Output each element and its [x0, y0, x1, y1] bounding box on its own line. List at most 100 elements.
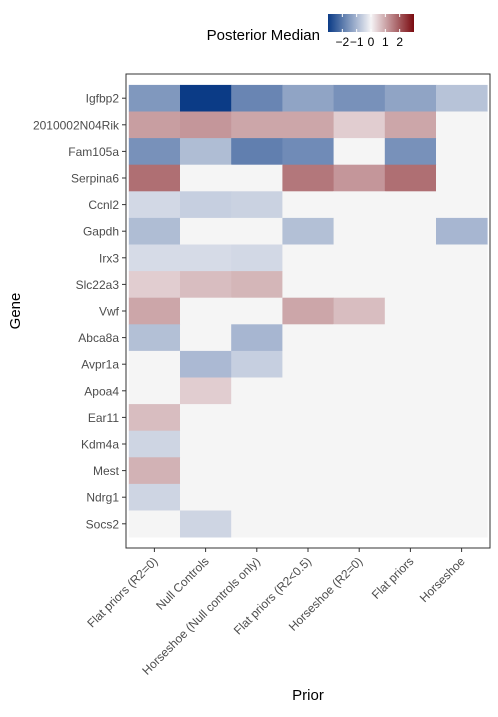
heatmap-cell — [128, 244, 181, 272]
heatmap-cell — [128, 324, 181, 352]
heatmap-cell — [333, 457, 386, 485]
heatmap-cell — [180, 191, 232, 219]
heatmap-cell — [436, 111, 488, 139]
heatmap-cell — [180, 457, 232, 485]
heatmap-cell — [180, 217, 232, 245]
heatmap-cell — [128, 271, 181, 299]
heatmap-cell — [436, 138, 488, 166]
heatmap-cell — [231, 138, 283, 166]
heatmap-cell — [333, 483, 386, 511]
legend-tick-label: 2 — [396, 35, 403, 49]
heatmap-cell — [282, 510, 334, 538]
heatmap-cell — [436, 483, 488, 511]
heatmap-cell — [333, 297, 386, 325]
heatmap-cell — [384, 457, 437, 485]
heatmap-cell — [333, 271, 386, 299]
legend-colorbar — [328, 14, 414, 32]
legend-tick-label: −2 — [335, 35, 349, 49]
heatmap-cell — [231, 164, 283, 192]
y-tick-label: Igfbp2 — [86, 92, 120, 106]
heatmap-cell — [180, 483, 232, 511]
heatmap-cell — [333, 350, 386, 378]
heatmap-cell — [384, 430, 437, 458]
heatmap-cell — [231, 350, 283, 378]
heatmap-cell — [180, 377, 232, 405]
heatmap-cell — [180, 164, 232, 192]
heatmap-cell — [128, 457, 181, 485]
heatmap-cell — [333, 138, 386, 166]
heatmap-cell — [333, 191, 386, 219]
y-tick-label: Serpina6 — [71, 172, 119, 186]
heatmap-cell — [231, 457, 283, 485]
heatmap-cell — [333, 510, 386, 538]
heatmap-cell — [384, 244, 437, 272]
heatmap-cell — [384, 164, 437, 192]
heatmap-cell — [282, 483, 334, 511]
legend-tick-label: 1 — [382, 35, 389, 49]
heatmap-cell — [436, 324, 488, 352]
heatmap-cell — [282, 404, 334, 432]
heatmap-cell — [384, 271, 437, 299]
heatmap-cell — [436, 377, 488, 405]
y-tick-label: Ccnl2 — [88, 198, 119, 212]
heatmap-cell — [282, 138, 334, 166]
heatmap-cell — [436, 457, 488, 485]
heatmap-cell — [436, 84, 488, 112]
heatmap-cell — [282, 430, 334, 458]
y-tick-label: Slc22a3 — [76, 278, 120, 292]
heatmap-cell — [231, 377, 283, 405]
heatmap-cell — [282, 84, 334, 112]
heatmap-cell — [436, 217, 488, 245]
heatmap-cell — [333, 244, 386, 272]
heatmap-cell — [128, 138, 181, 166]
heatmap-cell — [333, 404, 386, 432]
heatmap-cell — [128, 404, 181, 432]
y-tick-label: Fam105a — [68, 145, 119, 159]
heatmap-cell — [180, 324, 232, 352]
heatmap-cell — [128, 297, 181, 325]
heatmap-cell — [231, 84, 283, 112]
heatmap-cell — [180, 297, 232, 325]
y-tick-label: Kdm4a — [81, 438, 119, 452]
heatmap-cell — [384, 84, 437, 112]
heatmap-cell — [282, 297, 334, 325]
heatmap-cell — [436, 244, 488, 272]
heatmap-cell — [180, 430, 232, 458]
heatmap-cell — [436, 297, 488, 325]
heatmap-cell — [282, 377, 334, 405]
heatmap-cell — [436, 271, 488, 299]
heatmap-cell — [231, 297, 283, 325]
heatmap-cell — [282, 324, 334, 352]
y-tick-label: Vwf — [99, 305, 120, 319]
heatmap-cell — [180, 510, 232, 538]
y-tick-label: 2010002N04Rik — [33, 118, 120, 132]
heatmap-cell — [333, 377, 386, 405]
heatmap-cell — [231, 111, 283, 139]
heatmap-cell — [333, 84, 386, 112]
heatmap-cell — [180, 244, 232, 272]
heatmap-cell — [128, 510, 181, 538]
heatmap-cell — [231, 217, 283, 245]
heatmap-cell — [384, 217, 437, 245]
y-tick-label: Apoa4 — [84, 384, 119, 398]
heatmap-cell — [333, 430, 386, 458]
heatmap-cell — [384, 324, 437, 352]
y-tick-label: Abca8a — [78, 331, 119, 345]
heatmap-cell — [231, 430, 283, 458]
heatmap-cell — [282, 191, 334, 219]
y-tick-label: Socs2 — [86, 517, 120, 531]
heatmap-cell — [231, 510, 283, 538]
x-tick-label: Flat priors — [369, 554, 417, 602]
y-tick-label: Irx3 — [99, 251, 119, 265]
heatmap-cell — [180, 271, 232, 299]
heatmap-cell — [333, 217, 386, 245]
heatmap-cell — [128, 84, 181, 112]
heatmap-cell — [128, 111, 181, 139]
heatmap-cell — [282, 457, 334, 485]
heatmap-cell — [180, 138, 232, 166]
heatmap-cell — [384, 297, 437, 325]
y-tick-label: Gapdh — [83, 225, 119, 239]
heatmap-cell — [231, 271, 283, 299]
heatmap-cell — [231, 404, 283, 432]
